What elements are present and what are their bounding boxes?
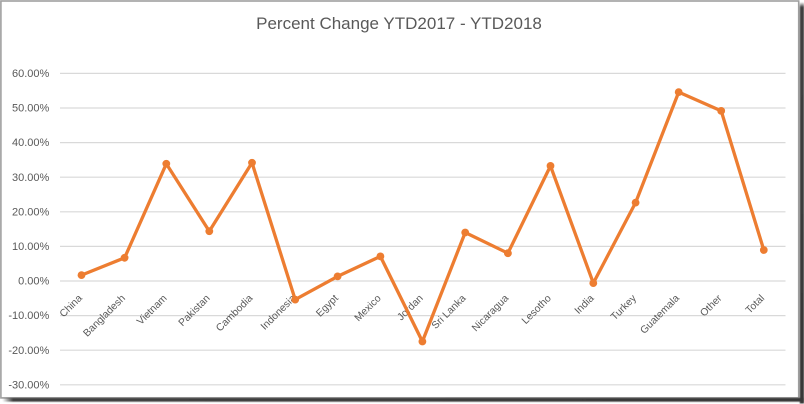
svg-text:-10.00%: -10.00%	[8, 310, 49, 322]
svg-text:40.00%: 40.00%	[12, 137, 50, 149]
svg-text:10.00%: 10.00%	[12, 241, 50, 253]
svg-text:20.00%: 20.00%	[12, 206, 50, 218]
svg-text:50.00%: 50.00%	[12, 103, 50, 115]
svg-text:-20.00%: -20.00%	[8, 345, 49, 357]
svg-text:0.00%: 0.00%	[18, 276, 49, 288]
svg-text:Percent Change YTD2017 - YTD20: Percent Change YTD2017 - YTD2018	[256, 14, 542, 33]
svg-text:-30.00%: -30.00%	[8, 379, 49, 391]
svg-text:30.00%: 30.00%	[12, 172, 50, 184]
svg-text:60.00%: 60.00%	[12, 68, 50, 80]
